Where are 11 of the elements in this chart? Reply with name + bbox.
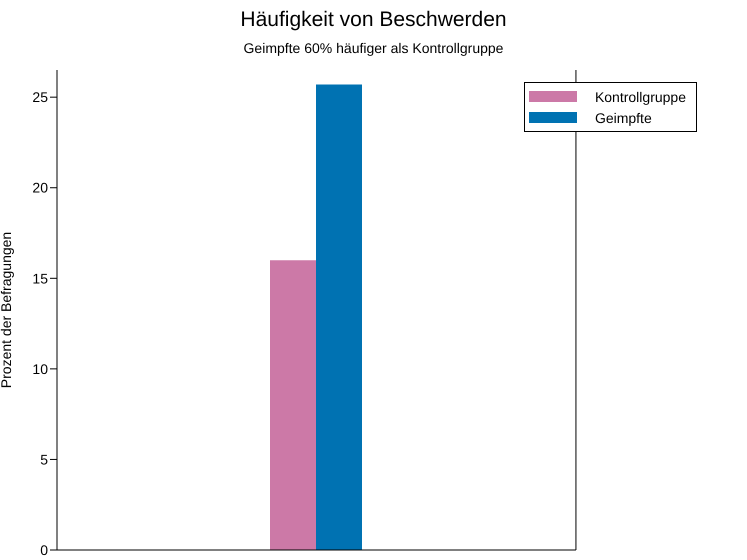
legend-label: Kontrollgruppe <box>594 88 686 104</box>
legend-label: Geimpfte <box>594 110 652 126</box>
chart-subtitle: Geimpfte 60% häufiger als Kontrollgruppe <box>242 40 504 56</box>
y-tick-label: 25 <box>32 89 48 106</box>
y-tick-label: 20 <box>32 180 48 196</box>
y-axis-title: Prozent der Befragungen <box>0 232 14 388</box>
y-tick-label: 0 <box>40 542 48 558</box>
chart-title: Häufigkeit von Beschwerden <box>239 8 508 32</box>
y-tick-label: 15 <box>32 270 48 286</box>
y-tick-label: 10 <box>32 360 48 377</box>
y-tick-label: 5 <box>40 451 48 468</box>
